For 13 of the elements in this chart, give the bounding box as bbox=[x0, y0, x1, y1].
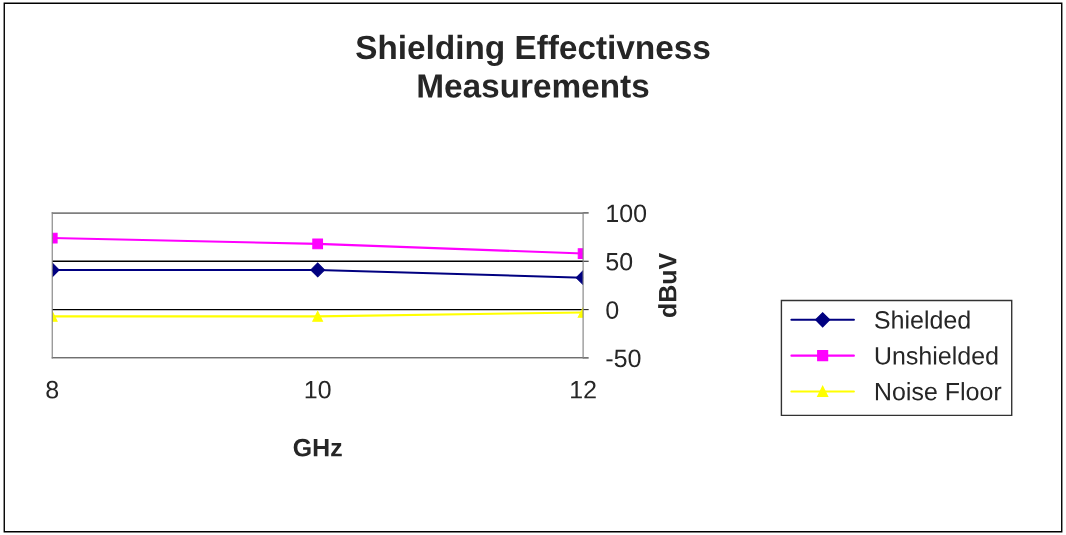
y-tick-label: 100 bbox=[607, 204, 647, 223]
y-tick-label: -50 bbox=[606, 349, 641, 368]
x-tick-label: 8 bbox=[46, 380, 59, 399]
legend-label: Noise Floor bbox=[875, 382, 1002, 401]
x-axis-title: GHz bbox=[293, 438, 342, 457]
x-tick-label: 12 bbox=[571, 380, 596, 399]
y-axis-title: dBuV bbox=[658, 252, 677, 318]
legend-label: Unshielded bbox=[875, 346, 998, 365]
x-tick-label: 10 bbox=[305, 380, 331, 399]
y-tick-label: 0 bbox=[606, 301, 619, 319]
legend-label: Shielded bbox=[875, 310, 970, 329]
y-tick-label: 50 bbox=[606, 252, 633, 271]
chart-title: Shielding Effectivness Measurements bbox=[356, 34, 710, 98]
